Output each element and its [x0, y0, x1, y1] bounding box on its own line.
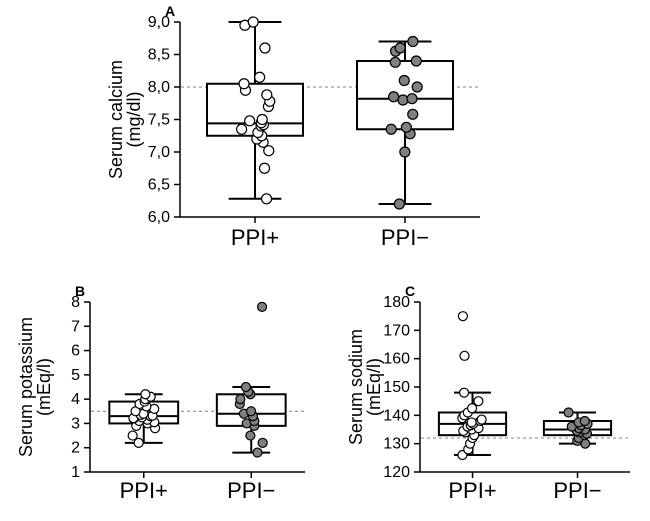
- data-point: [477, 415, 486, 424]
- data-point: [241, 383, 250, 392]
- data-point: [407, 94, 417, 104]
- y-tick-label: 7: [71, 318, 80, 335]
- data-point: [262, 194, 272, 204]
- y-tick-label: 1: [71, 464, 80, 481]
- data-point: [389, 92, 399, 102]
- category-label: PPI+: [231, 225, 279, 250]
- y-tick-label: 4: [71, 391, 80, 408]
- data-point: [460, 388, 469, 397]
- y-tick-label: 6,0: [148, 209, 170, 226]
- data-point: [258, 302, 267, 311]
- panel-C: C120130140150160170180Serum sodium(mEq/l…: [346, 283, 630, 503]
- y-tick-label: 3: [71, 415, 80, 432]
- data-point: [460, 351, 469, 360]
- data-point: [401, 122, 411, 132]
- panel-A: A6,06,57,07,58,08,59,0Serum calcium(mg/d…: [106, 3, 480, 250]
- y-tick-label: 130: [383, 436, 410, 453]
- y-axis-label: Serum sodium: [346, 329, 366, 445]
- data-point: [411, 56, 421, 66]
- data-point: [257, 115, 267, 125]
- data-point: [394, 199, 404, 209]
- data-point: [260, 163, 270, 173]
- y-tick-label: 6,5: [148, 177, 170, 194]
- panel-B: B12345678Serum potassium(mEq/l)PPI+PPI−: [16, 283, 305, 503]
- y-axis-unit: (mEq/l): [364, 358, 384, 416]
- y-axis-label: Serum potassium: [16, 317, 36, 457]
- y-axis-unit: (mg/dl): [124, 91, 144, 147]
- data-point: [467, 418, 476, 427]
- y-tick-label: 8,0: [148, 79, 170, 96]
- y-tick-label: 150: [383, 379, 410, 396]
- y-tick-label: 7,0: [148, 144, 170, 161]
- y-tick-label: 170: [383, 322, 410, 339]
- y-tick-label: 120: [383, 464, 410, 481]
- data-point: [248, 17, 258, 27]
- y-tick-label: 140: [383, 407, 410, 424]
- data-point: [399, 76, 409, 86]
- y-tick-label: 160: [383, 351, 410, 368]
- y-tick-label: 6: [71, 343, 80, 360]
- category-label: PPI+: [120, 478, 168, 503]
- data-point: [400, 147, 410, 157]
- category-label: PPI−: [227, 478, 275, 503]
- data-point: [246, 431, 255, 440]
- y-tick-label: 8,5: [148, 47, 170, 64]
- y-tick-label: 8: [71, 294, 80, 311]
- y-tick-label: 9,0: [148, 14, 170, 31]
- data-point: [255, 72, 265, 82]
- data-point: [239, 79, 249, 89]
- category-label: PPI−: [381, 225, 429, 250]
- data-point: [408, 109, 418, 119]
- figure-root: A6,06,57,07,58,08,59,0Serum calcium(mg/d…: [0, 0, 650, 521]
- data-point: [408, 37, 418, 47]
- data-point: [247, 407, 256, 416]
- data-point: [564, 408, 573, 417]
- data-point: [236, 395, 245, 404]
- data-point: [412, 82, 422, 92]
- data-point: [128, 431, 137, 440]
- data-point: [386, 124, 396, 134]
- y-axis-label: Serum calcium: [106, 60, 126, 179]
- data-point: [580, 417, 589, 426]
- data-point: [262, 90, 272, 100]
- category-label: PPI−: [553, 478, 601, 503]
- y-axis-unit: (mEq/l): [34, 358, 54, 416]
- data-point: [253, 448, 262, 457]
- data-point: [398, 95, 408, 105]
- data-point: [245, 116, 255, 126]
- y-tick-label: 2: [71, 440, 80, 457]
- data-point: [141, 390, 150, 399]
- data-point: [258, 438, 267, 447]
- data-point: [390, 57, 400, 67]
- data-point: [260, 43, 270, 53]
- y-tick-label: 5: [71, 367, 80, 384]
- category-label: PPI+: [448, 478, 496, 503]
- data-point: [474, 397, 483, 406]
- data-point: [458, 312, 467, 321]
- y-tick-label: 180: [383, 294, 410, 311]
- data-point: [237, 124, 247, 134]
- data-point: [395, 43, 405, 53]
- y-tick-label: 7,5: [148, 112, 170, 129]
